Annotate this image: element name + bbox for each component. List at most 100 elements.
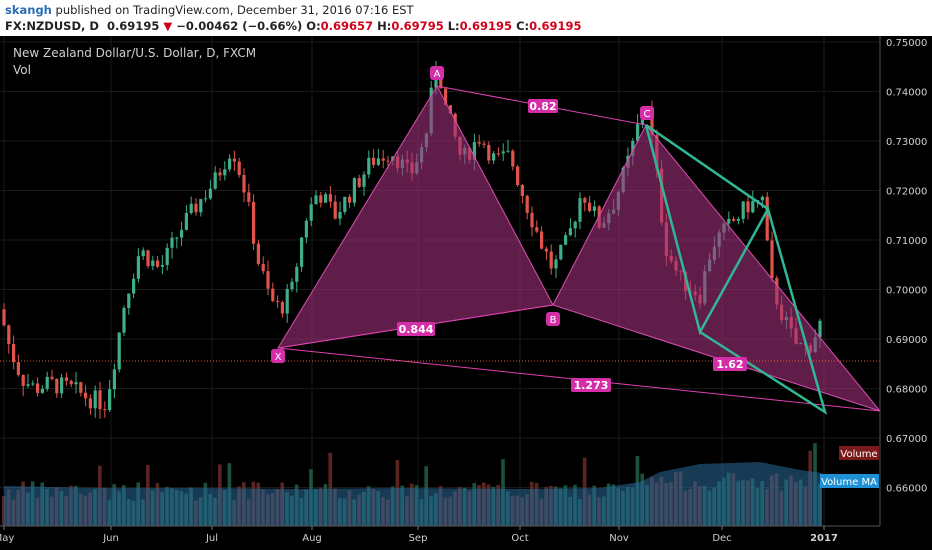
- x-tick-label: 2017: [810, 533, 838, 544]
- y-tick-label: 0.72000: [886, 187, 927, 198]
- candle-body: [295, 266, 299, 282]
- candle-body: [151, 260, 155, 267]
- candle-body: [516, 166, 520, 186]
- candle-body: [314, 195, 318, 205]
- candle-body: [64, 377, 68, 381]
- candle-body: [247, 192, 251, 202]
- candle-body: [727, 218, 731, 224]
- pivot-b-label: B: [550, 315, 557, 326]
- author-link[interactable]: skangh: [5, 3, 52, 17]
- candle-body: [300, 237, 304, 267]
- x-tick-label: Dec: [712, 533, 731, 544]
- candle-body: [367, 157, 371, 175]
- y-tick-label: 0.75000: [886, 38, 927, 49]
- harmonic-pattern[interactable]: [277, 84, 882, 413]
- candle-body: [578, 198, 582, 222]
- candle-body: [559, 244, 563, 260]
- candle-body: [386, 160, 390, 162]
- candle-body: [372, 157, 376, 165]
- candle-body: [204, 198, 208, 200]
- candle-body: [588, 202, 592, 211]
- candle-body: [199, 199, 203, 213]
- candle-body: [74, 382, 78, 385]
- pivot-c-label: C: [644, 109, 651, 120]
- candle-body: [309, 204, 313, 221]
- volume-ma-badge-text: Volume MA: [821, 477, 877, 488]
- candle-body: [506, 150, 510, 152]
- open-value: 0.69657: [320, 19, 374, 33]
- candle-body: [271, 288, 275, 302]
- price-chart[interactable]: 0.82 0.844 1.62 1.273 A C B X New Zealan…: [0, 36, 932, 550]
- ohlc-line: FX:NZDUSD, D 0.69195 ▼ −0.00462 (−0.66%)…: [5, 19, 582, 33]
- candle-body: [650, 109, 654, 136]
- candle-body: [98, 390, 102, 410]
- candle-body: [127, 293, 131, 308]
- candle-body: [256, 243, 260, 265]
- candle-body: [79, 382, 83, 393]
- candle-body: [741, 201, 745, 219]
- x-tick-label: Jul: [205, 533, 218, 544]
- change-value: −0.00462 (−0.66%): [176, 19, 303, 33]
- candle-body: [55, 378, 59, 394]
- x-tick-labels: May Jun Jul Aug Sep Oct Nov Dec 2017: [0, 526, 838, 544]
- candle-body: [496, 153, 500, 155]
- ratio-1273: 1.273: [574, 379, 609, 392]
- candle-body: [232, 158, 236, 162]
- candle-body: [108, 389, 112, 411]
- candle-body: [170, 237, 174, 248]
- candle-body: [487, 144, 491, 161]
- candle-body: [103, 409, 107, 411]
- volume-ma-badge: [820, 474, 879, 488]
- y-tick-label: 0.74000: [886, 88, 927, 99]
- candle-body: [50, 376, 54, 379]
- y-tick-label: 0.68000: [886, 385, 927, 396]
- candle-body: [482, 143, 486, 145]
- candle-body: [146, 250, 150, 267]
- low-value: 0.69195: [459, 19, 513, 33]
- candle-body: [530, 212, 534, 228]
- candle-body: [304, 220, 308, 238]
- candle-body: [751, 200, 755, 213]
- ratio-0844: 0.844: [399, 323, 434, 336]
- candle-body: [732, 218, 736, 221]
- candle-body: [223, 169, 227, 176]
- candle-body: [237, 161, 241, 175]
- high-label: H:: [377, 19, 392, 33]
- ratio-082: 0.82: [529, 100, 556, 113]
- candle-body: [189, 203, 193, 214]
- candle-body: [352, 178, 356, 203]
- candle-body: [573, 221, 577, 229]
- candle-body: [544, 248, 548, 252]
- candle-body: [765, 196, 769, 241]
- volume-badge: [839, 446, 879, 460]
- candle-body: [21, 374, 25, 386]
- candle-body: [448, 105, 452, 114]
- candle-body: [7, 325, 11, 345]
- candle-body: [12, 344, 16, 363]
- candle-body: [112, 369, 116, 390]
- candle-body: [141, 250, 145, 257]
- candle-body: [36, 383, 40, 393]
- volume-badge-text: Volume: [840, 449, 877, 460]
- candle-body: [228, 158, 232, 170]
- pivot-a-label: A: [434, 69, 441, 80]
- candle-body: [266, 271, 270, 289]
- candle-body: [84, 392, 88, 399]
- ratio-labels: 0.82 0.844 1.62 1.273: [397, 99, 747, 392]
- candle-body: [472, 142, 476, 160]
- close-label: C:: [516, 19, 530, 33]
- candle-body: [69, 380, 73, 385]
- vol-legend: Vol: [13, 63, 31, 77]
- candle-body: [136, 256, 140, 279]
- candle-body: [535, 227, 539, 232]
- x-tick-label: Sep: [409, 533, 428, 544]
- x-tick-label: May: [0, 533, 14, 544]
- candle-body: [276, 301, 280, 303]
- candle-body: [338, 211, 342, 219]
- candle-body: [736, 218, 740, 221]
- candle-body: [319, 195, 323, 203]
- candle-body: [252, 201, 256, 244]
- candle-body: [242, 174, 246, 193]
- candle-body: [770, 240, 774, 279]
- publish-line: skangh published on TradingView.com, Dec…: [5, 3, 414, 17]
